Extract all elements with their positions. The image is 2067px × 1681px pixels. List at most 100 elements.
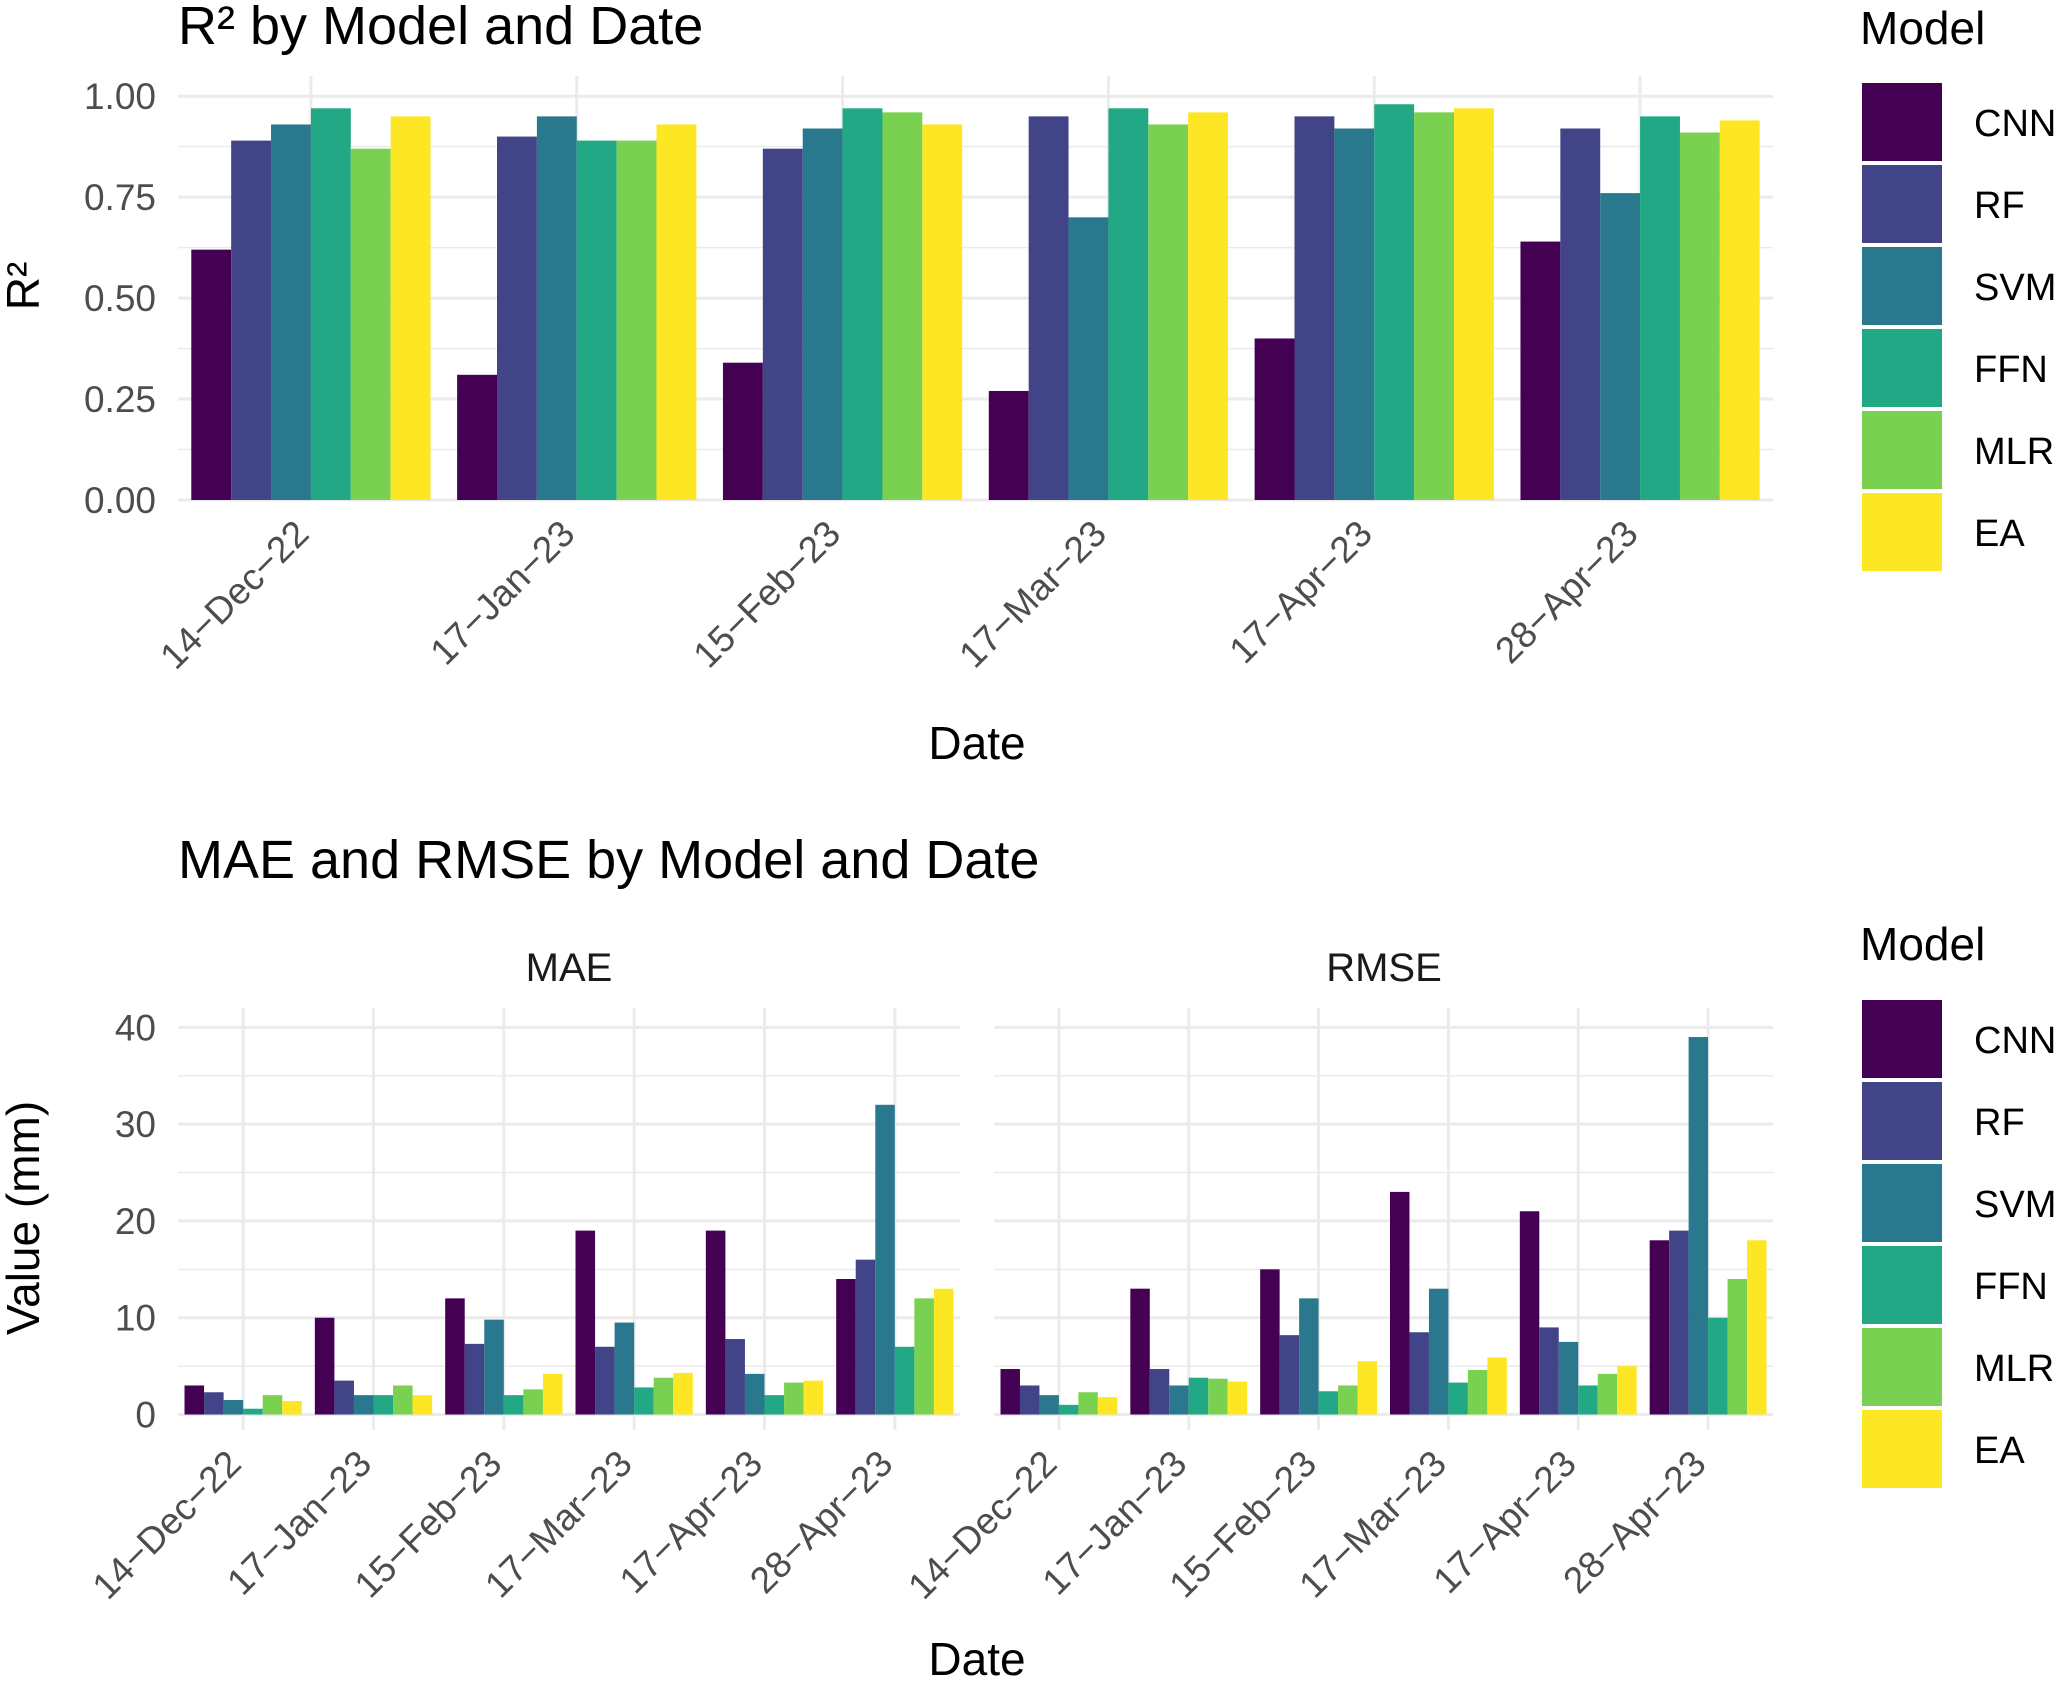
r2-y-tick-label: 0.75 — [84, 177, 156, 218]
mae-bar-svm — [484, 1319, 504, 1415]
r2-bar-cnn — [1520, 241, 1561, 501]
rmse-bar-ffn — [1058, 1404, 1079, 1415]
r2-bar-svm — [802, 128, 843, 500]
error-legend-key-ffn — [1862, 1246, 1942, 1324]
r2-legend-key-mlr — [1862, 411, 1942, 489]
rmse-bar-ea — [1747, 1240, 1767, 1415]
mae-bar-ea — [803, 1380, 824, 1415]
r2-bar-ffn — [310, 108, 351, 501]
rmse-bar-ea — [1357, 1361, 1378, 1415]
r2-legend-label: CNN — [1974, 103, 2056, 145]
r2-bar-mlr — [350, 148, 391, 500]
mae-bar-mlr — [784, 1382, 804, 1415]
rmse-bar-svm — [1428, 1288, 1449, 1415]
mae-bar-rf — [464, 1343, 485, 1415]
r2-x-tick-label: 14−Dec−22 — [152, 513, 316, 677]
rmse-x-tick-label: 14−Dec−22 — [900, 1443, 1064, 1607]
r2-bar-rf — [1294, 116, 1335, 500]
r2-bar-svm — [536, 116, 577, 500]
rmse-bar-rf — [1669, 1230, 1689, 1415]
r2-y-tick-label: 1.00 — [84, 76, 156, 117]
rmse-bar-cnn — [1260, 1269, 1280, 1415]
mae-bar-ffn — [634, 1387, 654, 1415]
r2-chart-title: R² by Model and Date — [178, 0, 703, 56]
error-legend-label: EA — [1974, 1430, 2025, 1472]
r2-legend-key-rf — [1862, 165, 1942, 243]
error-legend-key-cnn — [1862, 1000, 1942, 1078]
r2-legend-key-ea — [1862, 493, 1942, 571]
error-y-axis-label: Value (mm) — [0, 1101, 49, 1335]
mae-y-tick-label: 30 — [115, 1104, 156, 1145]
r2-bar-rf — [497, 136, 537, 501]
error-legend-label: SVM — [1974, 1184, 2056, 1226]
rmse-bar-ea — [1617, 1366, 1637, 1415]
mae-bar-ea — [933, 1288, 954, 1415]
r2-bar-svm — [1068, 217, 1109, 501]
r2-bar-mlr — [882, 112, 923, 500]
error-chart: MAE and RMSE by Model and Date MAE RMSE … — [0, 830, 2056, 1681]
r2-x-tick-label: 15−Feb−23 — [685, 513, 848, 676]
r2-x-tick-label: 28−Apr−23 — [1487, 513, 1645, 671]
r2-plot-panel: 0.00 0.25 0.50 0.75 1.00 14−Dec−22 17−Jan−23 15… — [84, 76, 1773, 677]
r2-legend-key-svm — [1862, 247, 1942, 325]
error-legend-label: RF — [1974, 1102, 2025, 1144]
mae-y-tick-label: 20 — [115, 1201, 156, 1242]
facet-label-mae: MAE — [526, 946, 613, 990]
r2-bar-cnn — [191, 249, 232, 500]
mae-bar-mlr — [914, 1298, 934, 1415]
mae-bar-svm — [614, 1322, 635, 1415]
r2-y-axis-label: R² — [0, 262, 49, 311]
r2-bar-mlr — [1148, 124, 1189, 500]
r2-bar-ffn — [1640, 116, 1680, 500]
r2-legend-key-ffn — [1862, 329, 1942, 407]
r2-x-tick-label: 17−Mar−23 — [951, 513, 1114, 676]
r2-bar-mlr — [1414, 112, 1454, 500]
r2-legend: Model CNN RF SVM FFN MLR EA — [1860, 2, 2056, 571]
mae-bar-rf — [595, 1346, 615, 1415]
rmse-bar-rf — [1539, 1327, 1559, 1415]
rmse-x-tick-label: 28−Apr−23 — [1555, 1443, 1713, 1601]
mae-bar-cnn — [314, 1317, 335, 1415]
rmse-bar-rf — [1149, 1369, 1170, 1415]
mae-bar-cnn — [836, 1279, 856, 1415]
rmse-bar-mlr — [1597, 1373, 1618, 1415]
mae-y-tick-label: 40 — [115, 1007, 156, 1048]
r2-bar-ea — [1454, 108, 1494, 501]
mae-plot-panel: 01020304014−Dec−2217−Jan−2315−Feb−2317−M… — [85, 1007, 960, 1607]
r2-bar-svm — [271, 124, 311, 500]
rmse-bar-cnn — [1000, 1369, 1020, 1415]
rmse-bar-svm — [1299, 1298, 1319, 1415]
rmse-bar-ea — [1227, 1381, 1248, 1415]
rmse-bar-ffn — [1318, 1391, 1339, 1415]
mae-bar-rf — [725, 1339, 745, 1415]
mae-bar-mlr — [262, 1395, 283, 1415]
r2-bar-rf — [231, 140, 272, 500]
r2-legend-title: Model — [1860, 2, 1985, 54]
r2-x-tick-label: 17−Apr−23 — [1221, 513, 1379, 671]
rmse-bar-cnn — [1130, 1288, 1150, 1415]
rmse-bar-rf — [1279, 1335, 1300, 1415]
r2-x-axis-label: Date — [928, 717, 1025, 769]
rmse-bar-ea — [1097, 1397, 1118, 1415]
r2-bar-ffn — [842, 108, 883, 501]
mae-bar-ffn — [503, 1395, 524, 1415]
r2-bar-ffn — [1374, 104, 1415, 501]
mae-bar-mlr — [523, 1389, 543, 1415]
mae-bar-svm — [875, 1104, 895, 1415]
rmse-plot-panel: 14−Dec−2217−Jan−2315−Feb−2317−Mar−2317−A… — [900, 1008, 1773, 1607]
error-legend-key-svm — [1862, 1164, 1942, 1242]
mae-x-tick-label: 14−Dec−22 — [85, 1443, 249, 1607]
r2-bar-mlr — [616, 140, 657, 500]
mae-bar-ea — [282, 1400, 302, 1415]
rmse-bar-mlr — [1208, 1378, 1228, 1415]
rmse-bar-cnn — [1389, 1191, 1410, 1415]
r2-bar-rf — [762, 148, 803, 500]
mae-bar-cnn — [445, 1298, 465, 1415]
mae-bar-cnn — [575, 1230, 596, 1415]
rmse-bar-rf — [1409, 1332, 1429, 1415]
rmse-bar-mlr — [1467, 1369, 1488, 1415]
rmse-bar-ffn — [1578, 1385, 1598, 1415]
r2-legend-key-cnn — [1862, 83, 1942, 161]
error-chart-title: MAE and RMSE by Model and Date — [178, 830, 1039, 890]
rmse-bar-svm — [1558, 1341, 1579, 1415]
